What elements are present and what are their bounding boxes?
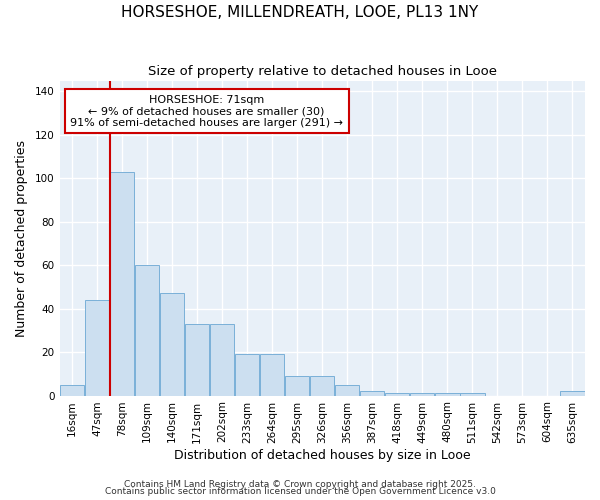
Bar [85,300,109,396]
Bar [460,394,485,396]
Text: HORSESHOE: 71sqm
← 9% of detached houses are smaller (30)
91% of semi-detached h: HORSESHOE: 71sqm ← 9% of detached houses… [70,94,343,128]
Bar [410,394,434,396]
Bar [235,354,259,396]
Bar [260,354,284,396]
Bar [385,394,409,396]
Bar [185,324,209,396]
X-axis label: Distribution of detached houses by size in Looe: Distribution of detached houses by size … [174,450,470,462]
Text: HORSESHOE, MILLENDREATH, LOOE, PL13 1NY: HORSESHOE, MILLENDREATH, LOOE, PL13 1NY [121,5,479,20]
Text: Contains public sector information licensed under the Open Government Licence v3: Contains public sector information licen… [104,487,496,496]
Title: Size of property relative to detached houses in Looe: Size of property relative to detached ho… [148,65,497,78]
Bar [160,294,184,396]
Bar [360,391,385,396]
Bar [110,172,134,396]
Text: Contains HM Land Registry data © Crown copyright and database right 2025.: Contains HM Land Registry data © Crown c… [124,480,476,489]
Bar [285,376,310,396]
Bar [135,265,159,396]
Bar [210,324,235,396]
Y-axis label: Number of detached properties: Number of detached properties [15,140,28,336]
Bar [60,384,84,396]
Bar [335,384,359,396]
Bar [435,394,460,396]
Bar [560,391,584,396]
Bar [310,376,334,396]
